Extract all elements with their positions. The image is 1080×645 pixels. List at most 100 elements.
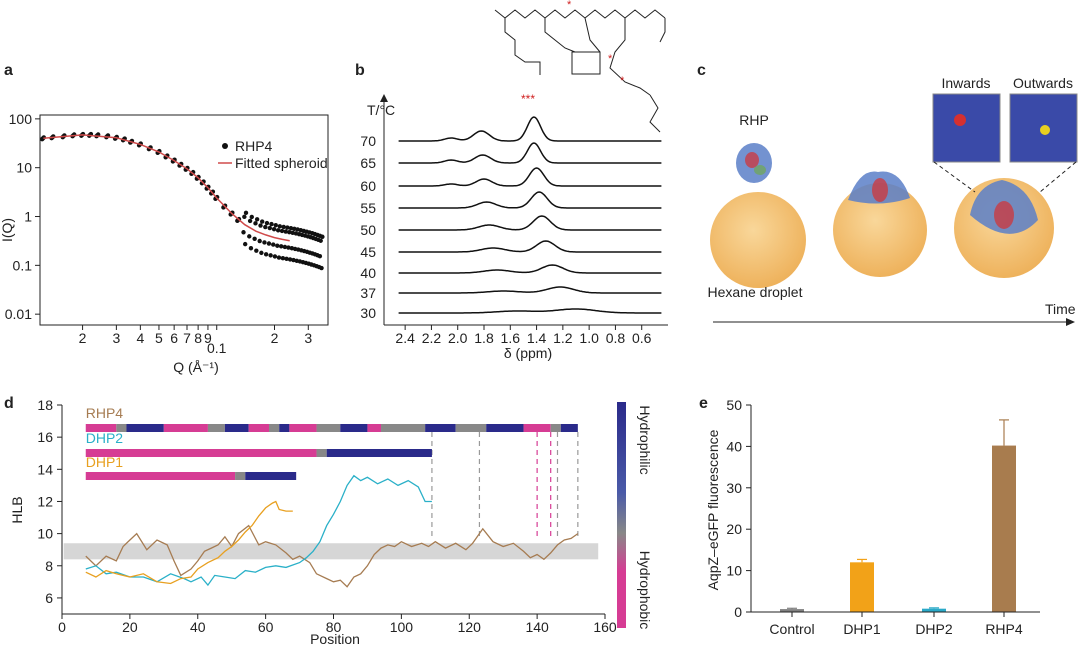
- sequence-block-rhp4: [85, 424, 117, 432]
- rhp4-point: [263, 224, 268, 230]
- rhp4-point: [286, 245, 291, 250]
- rhp4-point: [257, 238, 262, 244]
- b-temperature-label: 30: [360, 305, 376, 321]
- d-xtick-label: 100: [390, 619, 414, 635]
- rhp4-point: [283, 229, 288, 234]
- rhp4-point: [269, 221, 274, 227]
- sequence-block-rhp4: [279, 424, 290, 432]
- nmr-spectrum-70: [398, 116, 662, 142]
- d-xtick-label: 20: [122, 619, 138, 635]
- rhp4-point: [263, 252, 269, 257]
- a-ytick-label: 10: [16, 160, 32, 176]
- structure-mark-1: *: [567, 0, 572, 11]
- nmr-spectrum-60: [398, 167, 662, 187]
- b-xtick-label: 0.8: [606, 330, 626, 346]
- sequence-block-dhp2: [316, 449, 327, 457]
- series-label-dhp2: DHP2: [86, 430, 124, 446]
- b-xtick-label: 1.0: [579, 330, 599, 346]
- legend-rhp4-marker: [222, 143, 228, 149]
- d-ytick-label: 14: [37, 461, 53, 477]
- b-xtick-label: 2.4: [395, 330, 415, 346]
- panel-b-peak-annotation: ***: [521, 92, 535, 106]
- d-ytick-label: 12: [37, 493, 53, 509]
- inset-inwards-detail: [954, 114, 966, 126]
- rhp4-point: [291, 257, 296, 263]
- b-temperature-label: 55: [360, 200, 376, 216]
- panel-b-arrow-head: [380, 94, 388, 102]
- inset-inwards-label: Inwards: [941, 75, 990, 91]
- inset-outwards-detail: [1040, 125, 1050, 135]
- nmr-spectrum-55: [398, 191, 662, 209]
- rhp4-point: [271, 226, 277, 232]
- inset-link-left: [933, 161, 976, 193]
- series-label-rhp4: RHP4: [86, 405, 124, 421]
- d-xtick-label: 120: [458, 619, 482, 635]
- sequence-block-rhp4: [381, 424, 426, 432]
- panel-d-series-labels: RHP4 DHP2 DHP1: [86, 405, 124, 470]
- sequence-block-dhp2: [326, 449, 432, 457]
- rhp4-point: [289, 246, 295, 251]
- a-xtick-label: 3: [112, 330, 120, 346]
- a-ytick-label: 0.01: [5, 306, 32, 322]
- rhp4-point: [284, 256, 289, 262]
- e-ytick-label: 20: [726, 521, 742, 537]
- panel-d-hlb-lines: [85, 474, 579, 588]
- rhp4-point: [318, 238, 323, 243]
- rhp4-point: [277, 224, 283, 229]
- rhp4-point: [319, 265, 324, 271]
- rhp4-point: [285, 225, 290, 230]
- rhp4-point: [267, 225, 273, 231]
- rhp-label: RHP: [739, 112, 769, 128]
- structure-mark-3: *: [620, 75, 625, 87]
- series-label-dhp1: DHP1: [86, 454, 124, 470]
- panel-e-letter: e: [699, 395, 708, 412]
- b-xtick-label: 1.8: [474, 330, 494, 346]
- rhp4-point: [247, 218, 253, 224]
- sequence-block-dhp1: [85, 472, 236, 480]
- rhp4-point: [268, 253, 273, 258]
- panel-d-dashed-markers: [431, 432, 579, 539]
- a-xtick-label: 4: [136, 330, 144, 346]
- panel-b-xticks: 2.4 2.2 2.0 1.8 1.6 1.4 1.2 1.0 0.8 0.6: [395, 325, 652, 346]
- a-xtick-label: 9: [204, 330, 212, 346]
- sequence-block-rhp4: [425, 424, 456, 432]
- a-ytick-label: 100: [9, 111, 33, 127]
- d-xtick-label: 40: [190, 619, 206, 635]
- d-xtick-label: 140: [525, 619, 549, 635]
- a-xtick-label: 3: [304, 330, 312, 346]
- b-temperature-label: 70: [360, 133, 376, 149]
- hlb-gray-band: [63, 543, 599, 560]
- bar-control: [780, 609, 804, 612]
- panel-d: d RHP4 DHP2 DHP1 0 20 40 60 80 100 120 140 160 6 8 10…: [4, 395, 653, 645]
- panel-b-ylabel: T/°C: [367, 102, 395, 118]
- a-xtick-label: 8: [194, 330, 202, 346]
- a-ytick-label: 1: [24, 209, 32, 225]
- rhp4-point: [249, 214, 254, 220]
- rhp4-point: [282, 244, 288, 250]
- a-xtick-label: 5: [155, 330, 163, 346]
- inset-inwards-image: [932, 93, 1001, 163]
- rhp4-point: [253, 221, 258, 226]
- rhp4-point: [272, 254, 278, 259]
- rhp4-point: [288, 225, 294, 231]
- sequence-block-rhp4: [116, 424, 127, 432]
- rhp4-point: [271, 242, 276, 247]
- sequence-block-rhp4: [367, 424, 382, 432]
- a-xtick-label: 6: [170, 330, 178, 346]
- rhp4-point: [254, 217, 260, 222]
- fitted-spheroid-line: [43, 134, 290, 242]
- sequence-block-rhp4: [224, 424, 249, 432]
- sequence-block-rhp4: [340, 424, 368, 432]
- e-ytick-label: 40: [726, 438, 742, 454]
- rhp4-point: [264, 220, 270, 226]
- time-arrow-head: [1066, 318, 1075, 326]
- panel-d-ticks: 0 20 40 60 80 100 120 140 160 6 8 10 12 14 16 18: [37, 397, 616, 635]
- rhp4-point: [290, 230, 295, 235]
- rhp4-point: [259, 219, 265, 224]
- rhp4-point: [287, 229, 292, 235]
- panel-b-spectra: [398, 116, 662, 314]
- e-ytick-label: 10: [726, 563, 742, 579]
- b-temperature-label: 50: [360, 222, 376, 238]
- sequence-block-rhp4: [486, 424, 524, 432]
